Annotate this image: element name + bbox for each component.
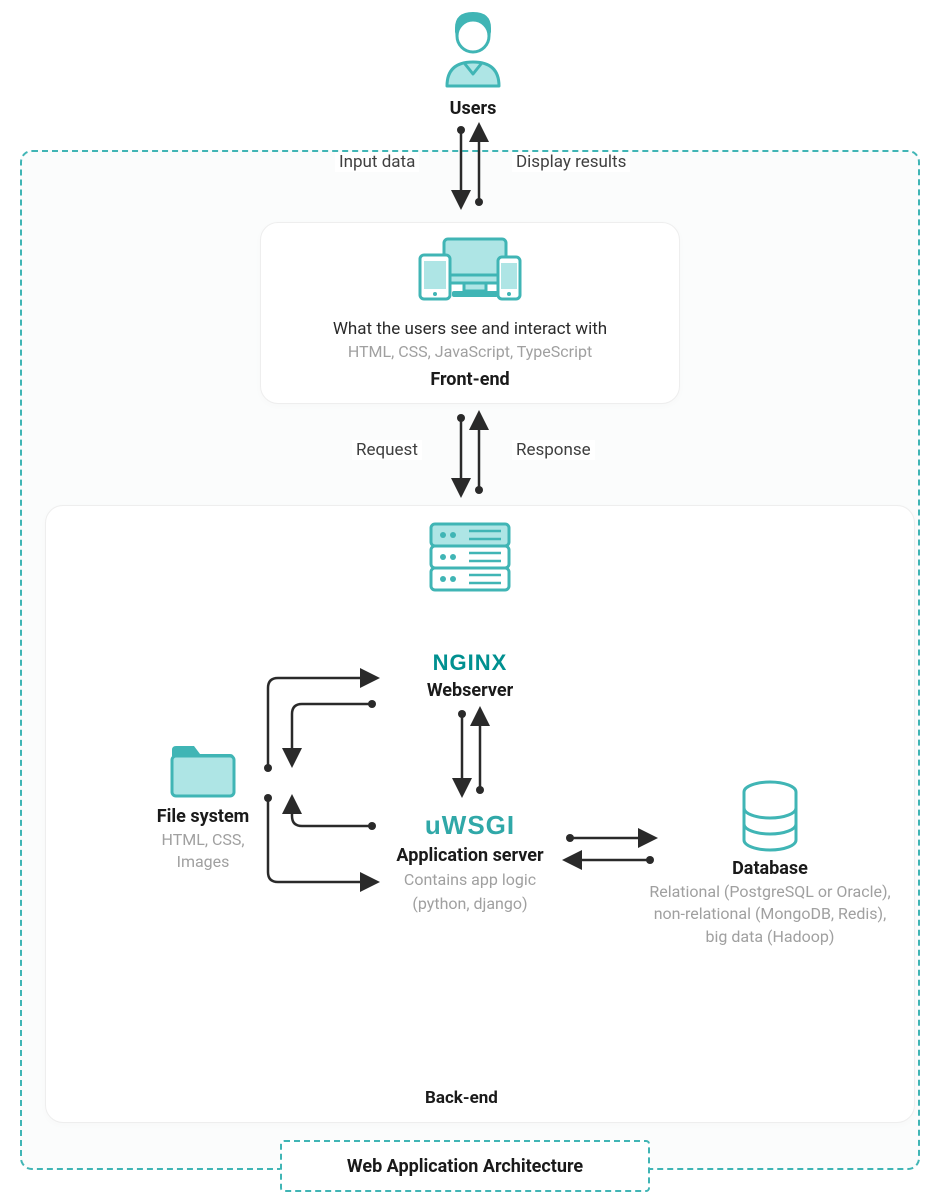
frontend-backend-arrows — [435, 410, 505, 504]
database-title: Database — [732, 858, 808, 879]
user-icon — [437, 8, 509, 94]
users-title: Users — [450, 98, 497, 119]
database-node: Database Relational (PostgreSQL or Oracl… — [640, 780, 900, 948]
filesystem-title: File system — [157, 806, 250, 827]
frontend-title: Front-end — [430, 369, 509, 390]
devices-icon — [410, 235, 530, 313]
webserver-appserver-arrows — [440, 706, 500, 804]
appserver-db-arrows — [562, 824, 662, 878]
backend-label: Back-end — [425, 1088, 498, 1108]
uwsgi-logo: uWSGI — [425, 810, 515, 841]
filesystem-node: File system HTML, CSS, Images — [128, 742, 278, 874]
frontend-desc: What the users see and interact with — [333, 319, 607, 339]
appserver-title: Application server — [396, 845, 543, 867]
caption-box: Web Application Architecture — [280, 1140, 650, 1192]
caption-text: Web Application Architecture — [347, 1156, 583, 1177]
filesystem-sub: HTML, CSS, Images — [143, 829, 263, 874]
label-input-data: Input data — [335, 152, 419, 172]
nginx-logo: NGINX — [433, 650, 508, 676]
users-frontend-arrows — [435, 122, 505, 216]
server-stack-node — [420, 520, 520, 598]
webserver-title: Webserver — [427, 680, 513, 701]
frontend-sub: HTML, CSS, JavaScript, TypeScript — [348, 341, 592, 363]
database-sub: Relational (PostgreSQL or Oracle), non-r… — [645, 881, 895, 948]
webserver-node: NGINX Webserver — [380, 650, 560, 701]
folder-icon — [166, 742, 240, 802]
label-response: Response — [512, 440, 595, 460]
label-request: Request — [352, 440, 422, 460]
appserver-sub1: Contains app logic — [404, 869, 536, 891]
appserver-sub2: (python, django) — [412, 893, 527, 915]
label-display-results: Display results — [512, 152, 630, 172]
server-stack-icon — [425, 520, 515, 598]
frontend-card: What the users see and interact with HTM… — [260, 222, 680, 404]
database-icon — [736, 780, 804, 854]
fs-appserver-arrows — [258, 790, 388, 918]
users-node: Users — [418, 8, 528, 119]
fs-webserver-arrows — [258, 650, 388, 778]
